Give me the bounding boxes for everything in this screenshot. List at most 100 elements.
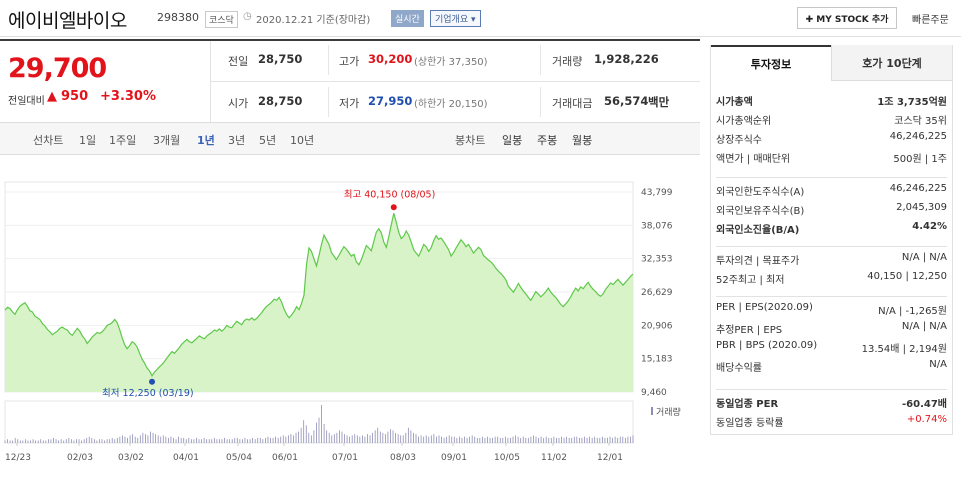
- lower-limit: (하한가 20,150): [414, 99, 488, 110]
- stock-name: 에이비엘바이오: [8, 10, 127, 32]
- realtime-button[interactable]: 실시간: [391, 10, 424, 27]
- info-value: 코스닥 35위: [894, 116, 947, 127]
- info-label: 액면가 | 매매단위: [716, 154, 791, 165]
- open-label: 시가: [228, 97, 249, 110]
- info-value: 46,246,225: [889, 131, 947, 142]
- open-value: 28,750: [258, 94, 303, 108]
- info-label: 추정PER | EPS: [716, 325, 783, 336]
- info-value: 13.54배 | 2,194원: [861, 344, 947, 355]
- info-label: 52주최고 | 최저: [716, 275, 785, 286]
- upper-limit: (상한가 37,350): [414, 57, 488, 68]
- info-row: PER | EPS(2020.09) N/A | -1,265원: [716, 302, 947, 321]
- tab-weekly[interactable]: 주봉: [537, 134, 558, 147]
- quote-date: 2020.12.21 기준(장마감): [256, 15, 371, 26]
- volume-label: 거래량: [552, 55, 583, 68]
- max-marker: [390, 204, 397, 211]
- info-label: PER | EPS(2020.09): [716, 302, 813, 313]
- tab-daily[interactable]: 일봉: [502, 134, 523, 147]
- low-value: 27,950: [368, 94, 413, 108]
- y-tick-label: 32,353: [641, 255, 673, 265]
- chart-tab-bar: [0, 122, 700, 155]
- tab-10y[interactable]: 10년: [290, 134, 315, 147]
- price-area: [5, 213, 633, 392]
- prev-close-value: 28,750: [258, 52, 303, 66]
- volume-legend-swatch: [651, 407, 653, 415]
- info-value: N/A | N/A: [901, 321, 947, 332]
- my-stock-add-button[interactable]: ✚ MY STOCK 추가: [797, 7, 897, 29]
- info-row: 동일업종 PER -60.47배: [716, 395, 947, 414]
- info-label: 외국인보유주식수(B): [716, 206, 805, 217]
- quote-top-border: [0, 39, 700, 41]
- y-tick-label: 26,629: [641, 288, 673, 298]
- low-label: 저가: [339, 97, 360, 110]
- info-row: 시가총액순위 코스닥 35위: [716, 112, 947, 131]
- col-divider: [540, 45, 541, 75]
- x-tick-label: 11/02: [541, 453, 567, 463]
- company-info-dropdown[interactable]: 기업개요 ▾: [430, 10, 481, 27]
- info-label: 시가총액: [716, 97, 753, 108]
- tab-monthly[interactable]: 월봉: [572, 134, 593, 147]
- x-tick-label: 02/03: [67, 453, 93, 463]
- candle-chart-label: 봉차트: [455, 134, 486, 147]
- header-divider: [0, 36, 961, 37]
- high-value: 30,200: [368, 52, 413, 66]
- volume-legend: 거래량: [656, 406, 681, 418]
- amount-value: 56,574: [604, 94, 649, 108]
- y-tick-label: 38,076: [641, 221, 673, 231]
- info-label: 동일업종 등락률: [716, 418, 784, 429]
- market-badge: 코스닥: [205, 11, 238, 28]
- info-value: +0.74%: [906, 414, 947, 425]
- info-row: 투자의견 | 목표주가 N/A | N/A: [716, 252, 947, 271]
- tab-5y[interactable]: 5년: [259, 134, 277, 147]
- tab-3m[interactable]: 3개월: [153, 134, 181, 147]
- tab-1y[interactable]: 1년: [197, 134, 215, 147]
- info-value: 4.42%: [912, 221, 947, 232]
- tab-1w[interactable]: 1주일: [109, 134, 137, 147]
- info-label: 상장주식수: [716, 135, 762, 146]
- info-row: 시가총액 1조 3,735억원: [716, 93, 947, 112]
- change-value: 950: [61, 89, 89, 104]
- info-value: 500원 | 1주: [893, 154, 947, 165]
- y-tick-label: 9,460: [641, 388, 667, 398]
- volume-value: 1,928,226: [594, 52, 659, 66]
- clock-icon: ◷: [243, 11, 252, 22]
- col-divider: [328, 45, 329, 75]
- info-row: 추정PER | EPS N/A | N/A: [716, 321, 947, 340]
- info-label: 배당수익률: [716, 363, 762, 374]
- x-tick-label: 06/01: [272, 453, 298, 463]
- info-label: 투자의견 | 목표주가: [716, 256, 800, 267]
- col-divider: [328, 87, 329, 117]
- info-value: N/A: [929, 359, 947, 370]
- tab-order-book[interactable]: 호가 10단계: [831, 45, 952, 81]
- info-value: N/A | -1,265원: [878, 306, 947, 317]
- current-price: 29,700: [8, 53, 107, 84]
- x-tick-label: 10/05: [494, 453, 520, 463]
- quote-row-divider: [210, 81, 700, 82]
- tab-3y[interactable]: 3년: [228, 134, 246, 147]
- info-value: 2,045,309: [896, 202, 947, 213]
- info-label: PBR | BPS (2020.09): [716, 340, 818, 351]
- info-row: 52주최고 | 최저 40,150 | 12,250: [716, 271, 947, 290]
- info-label: 동일업종 PER: [716, 399, 779, 410]
- info-row: 상장주식수 46,246,225: [716, 131, 947, 150]
- min-label: 최저 12,250 (03/19): [102, 388, 194, 399]
- line-chart-label: 선차트: [33, 134, 64, 147]
- up-arrow-icon: ▲: [47, 89, 57, 104]
- x-tick-label: 09/01: [441, 453, 467, 463]
- info-value: 40,150 | 12,250: [867, 271, 947, 282]
- tab-investment-info[interactable]: 투자정보: [711, 45, 831, 81]
- info-value: 1조 3,735억원: [877, 97, 947, 108]
- quick-order-link[interactable]: 빠른주문: [912, 15, 949, 26]
- x-tick-label: 04/01: [173, 453, 199, 463]
- info-row: 배당수익률 N/A: [716, 359, 947, 378]
- info-value: N/A | N/A: [901, 252, 947, 263]
- prev-close-label: 전일: [228, 55, 249, 68]
- x-tick-label: 12/23: [5, 453, 31, 463]
- info-row: 액면가 | 매매단위 500원 | 1주: [716, 150, 947, 169]
- amount-unit: 백만: [648, 95, 670, 109]
- section-divider: [716, 389, 947, 390]
- price-chart[interactable]: 43,799 38,076 32,353 26,629 20,906 15,183 9,46…: [0, 160, 700, 478]
- info-row: 외국인보유주식수(B) 2,045,309: [716, 202, 947, 221]
- change-label: 전일대비: [8, 96, 45, 107]
- tab-1d[interactable]: 1일: [79, 134, 97, 147]
